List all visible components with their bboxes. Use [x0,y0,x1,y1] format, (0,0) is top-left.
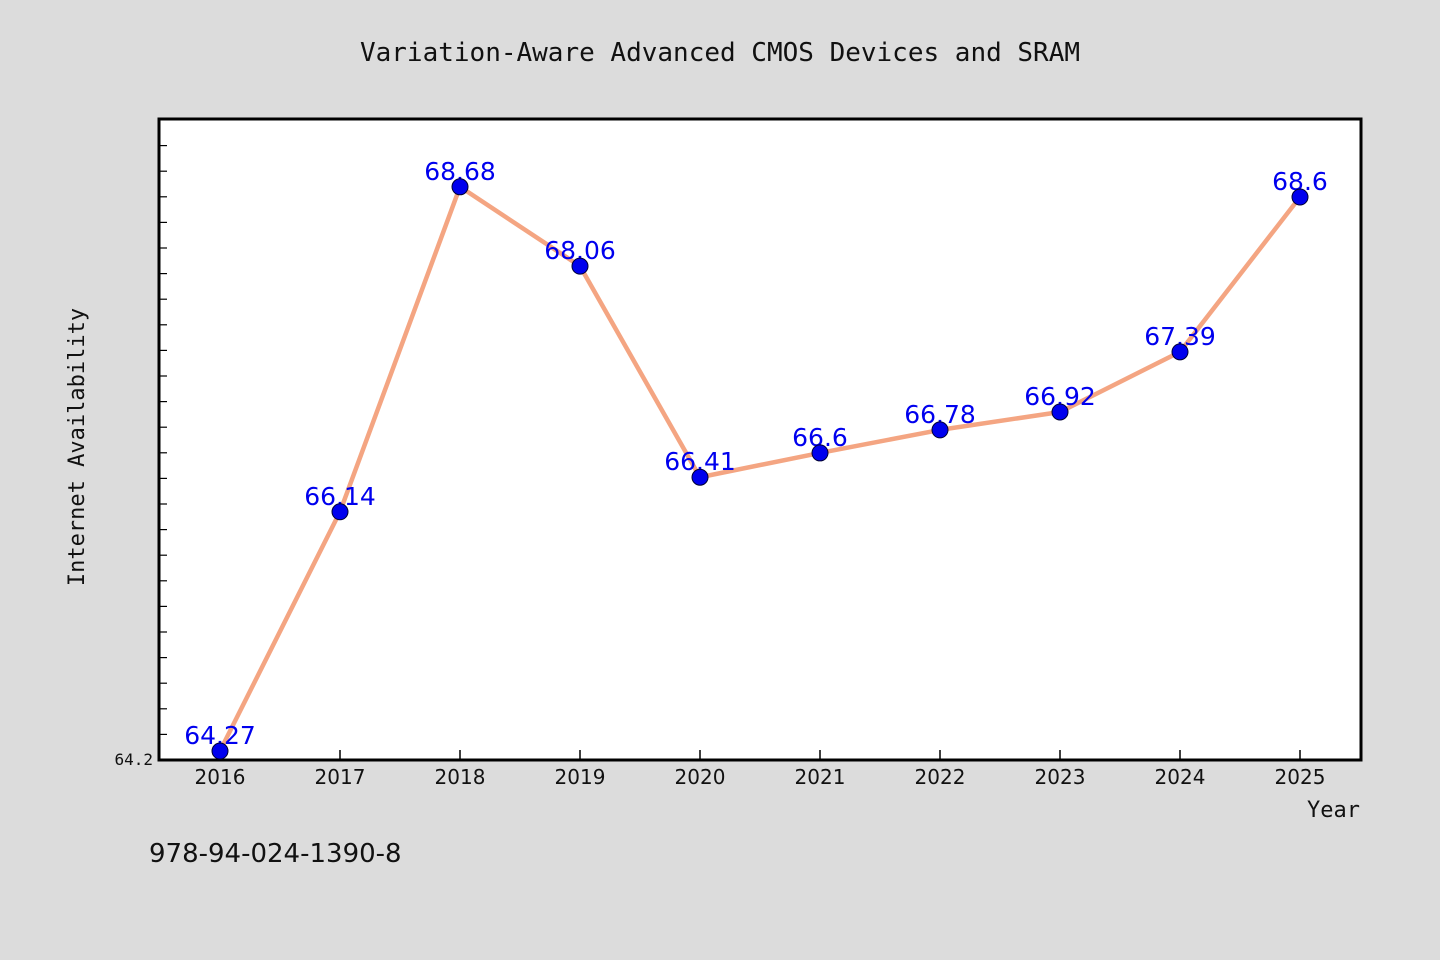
x-tick-label-2024: 2024 [1155,765,1206,789]
plot-area [157,117,1363,762]
data-point-2025 [1291,188,1309,206]
data-markers [211,178,1309,760]
x-tick-label-2016: 2016 [195,765,246,789]
data-point-2023 [1051,403,1069,421]
data-point-2021 [811,444,829,462]
x-tick-label-2025: 2025 [1275,765,1326,789]
data-point-2024 [1171,343,1189,361]
data-point-2020 [691,468,709,486]
y-axis-ticks [159,145,167,736]
series-line [217,184,1303,754]
footnote-isbn: 978-94-024-1390-8 [149,839,402,869]
x-axis-tick-labels: 2016 2017 2018 2019 2020 2021 2022 2023 2024 2025 [195,765,1326,789]
y-axis-label: Internet Availability [65,308,90,586]
x-tick-label-2022: 2022 [915,765,966,789]
x-tick-label-2021: 2021 [795,765,846,789]
x-axis-label: Year [1307,798,1360,823]
data-labels: 64.2766.1468.6868.0666.4166.666.7866.926… [184,157,1328,750]
data-point-2018 [451,178,469,196]
x-tick-label-2018: 2018 [435,765,486,789]
x-tick-label-2019: 2019 [555,765,606,789]
data-point-2017 [331,503,349,521]
chart-title: Variation-Aware Advanced CMOS Devices an… [360,38,1080,68]
x-tick-label-2020: 2020 [675,765,726,789]
y-tick-label: 64.2 [114,750,153,769]
x-tick-label-2017: 2017 [315,765,366,789]
data-point-2022 [931,421,949,439]
data-point-2016 [211,742,229,760]
data-point-2019 [571,257,589,275]
y-axis-tick-labels: 64.2 [114,750,153,769]
x-tick-label-2023: 2023 [1035,765,1086,789]
